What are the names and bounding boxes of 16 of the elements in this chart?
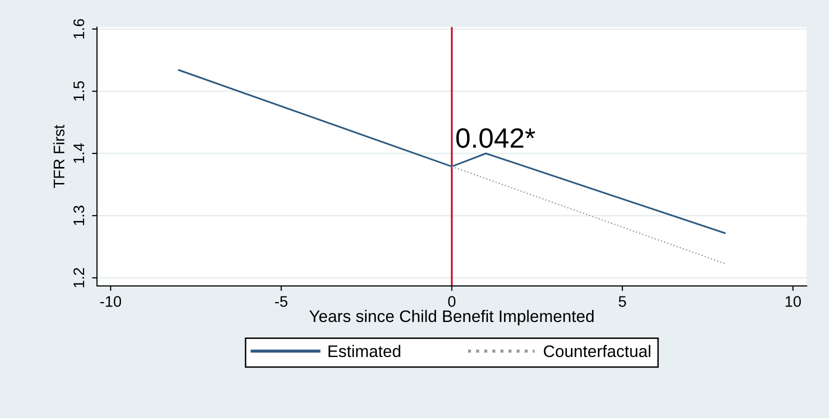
y-tick-label: 1.4 [74, 143, 84, 163]
y-tick-label: 1.6 [73, 19, 84, 38]
y-tick-label: 1.3 [73, 206, 84, 226]
x-tick-label: 0 [448, 296, 456, 307]
x-tick-label: -10 [100, 296, 122, 307]
x-tick-label: 5 [618, 296, 626, 307]
x-axis-title: Years since Child Benefit Implemented [309, 310, 594, 326]
annotation: 0.042* [456, 128, 536, 148]
line-series [178, 69, 726, 234]
x-tick-label: -5 [275, 296, 288, 307]
y-tick-label: 1.2 [73, 268, 84, 288]
legend-label: Estimated [328, 344, 400, 358]
y-axis-title: TFR First [53, 124, 64, 188]
x-tick-label: 10 [786, 296, 801, 307]
legend-label: Counterfactual [544, 344, 650, 358]
y-tick-label: 1.5 [74, 81, 84, 101]
